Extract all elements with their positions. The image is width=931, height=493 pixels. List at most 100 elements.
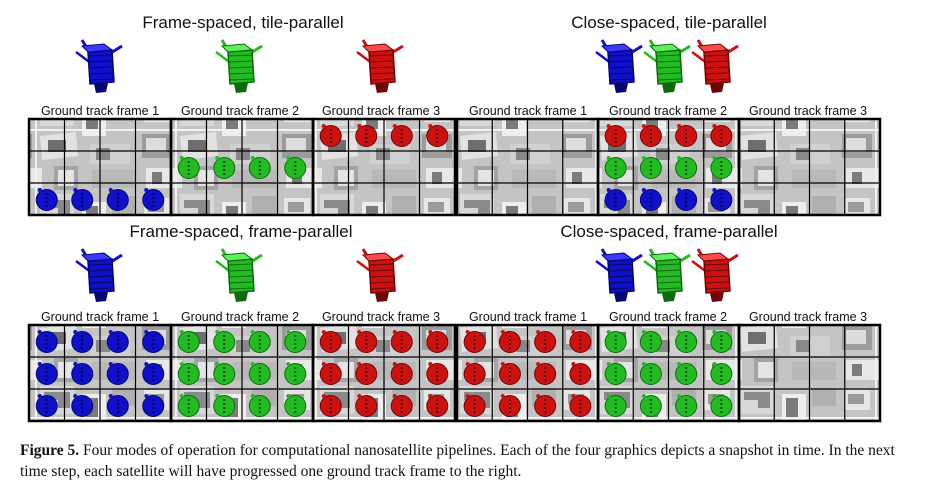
red-satellite-footprint xyxy=(710,124,733,147)
ground-track-frame-3 xyxy=(311,117,457,217)
frame-label-3: Ground track frame 3 xyxy=(322,310,440,324)
caption-text: Four modes of operation for computationa… xyxy=(20,442,895,480)
green-satellite-footprint xyxy=(604,330,627,353)
green-satellite-footprint xyxy=(639,362,662,385)
red-satellite-footprint xyxy=(498,394,521,417)
green-satellite-footprint xyxy=(675,330,698,353)
red-satellite-footprint xyxy=(319,124,342,147)
blue-satellite-footprint xyxy=(106,394,129,417)
red-satellite-footprint xyxy=(390,362,413,385)
blue-satellite-footprint xyxy=(35,394,58,417)
ground-track-grid xyxy=(27,117,457,217)
satellite-red-icon xyxy=(356,39,404,93)
red-satellite-footprint xyxy=(426,124,449,147)
frame-label-2: Ground track frame 2 xyxy=(181,104,299,118)
green-satellite-footprint xyxy=(213,330,236,353)
satellite-green-icon xyxy=(643,39,691,93)
green-satellite-footprint xyxy=(675,156,698,179)
green-satellite-footprint xyxy=(284,330,307,353)
ground-track-frame-1 xyxy=(27,117,173,217)
green-satellite-footprint xyxy=(604,362,627,385)
satellite-green-icon xyxy=(215,248,263,302)
green-satellite-footprint xyxy=(248,330,271,353)
green-satellite-footprint xyxy=(177,394,200,417)
frame-label-2: Ground track frame 2 xyxy=(609,310,727,324)
green-satellite-footprint xyxy=(710,362,733,385)
red-satellite-footprint xyxy=(675,124,698,147)
blue-satellite-footprint xyxy=(71,188,94,211)
satellite-blue-icon xyxy=(595,248,643,302)
red-satellite-footprint xyxy=(390,394,413,417)
green-satellite-footprint xyxy=(675,394,698,417)
ground-track-frame-2 xyxy=(596,117,741,217)
red-satellite-footprint xyxy=(463,362,486,385)
frame-label-1: Ground track frame 1 xyxy=(469,104,587,118)
panel-title: Close-spaced, frame-parallel xyxy=(560,222,777,241)
satellite-blue-icon xyxy=(75,248,123,302)
blue-satellite-footprint xyxy=(675,188,698,211)
green-satellite-footprint xyxy=(213,362,236,385)
satellite-green-icon xyxy=(643,248,691,302)
red-satellite-footprint xyxy=(355,330,378,353)
blue-satellite-footprint xyxy=(71,362,94,385)
green-satellite-footprint xyxy=(710,394,733,417)
red-satellite-footprint xyxy=(534,394,557,417)
red-satellite-footprint xyxy=(355,394,378,417)
satellite-blue-icon xyxy=(75,39,123,93)
green-satellite-footprint xyxy=(177,330,200,353)
green-satellite-footprint xyxy=(710,330,733,353)
panel-title: Close-spaced, tile-parallel xyxy=(571,13,767,32)
ground-track-grid xyxy=(455,117,882,217)
frame-label-3: Ground track frame 3 xyxy=(749,104,867,118)
red-satellite-footprint xyxy=(604,124,627,147)
satellite-red-icon xyxy=(691,248,739,302)
blue-satellite-footprint xyxy=(71,394,94,417)
panel-title: Frame-spaced, tile-parallel xyxy=(142,13,343,32)
red-satellite-footprint xyxy=(569,362,592,385)
blue-satellite-footprint xyxy=(35,188,58,211)
green-satellite-footprint xyxy=(213,394,236,417)
satellite-blue-icon xyxy=(595,39,643,93)
green-satellite-footprint xyxy=(248,362,271,385)
frame-label-3: Ground track frame 3 xyxy=(322,104,440,118)
frame-label-1: Ground track frame 1 xyxy=(469,310,587,324)
blue-satellite-footprint xyxy=(710,188,733,211)
panel-close-spaced-frame-parallel: Close-spaced, frame-parallel Ground trac… xyxy=(455,222,882,423)
blue-satellite-footprint xyxy=(142,330,165,353)
blue-satellite-footprint xyxy=(106,362,129,385)
red-satellite-footprint xyxy=(426,330,449,353)
red-satellite-footprint xyxy=(319,394,342,417)
green-satellite-footprint xyxy=(177,156,200,179)
panel-frame-spaced-tile-parallel: Frame-spaced, tile-parallel Ground track… xyxy=(27,13,457,217)
ground-track-frame-3 xyxy=(737,323,882,423)
red-satellite-footprint xyxy=(534,362,557,385)
green-satellite-footprint xyxy=(675,362,698,385)
ground-track-frame-2 xyxy=(169,323,315,423)
red-satellite-footprint xyxy=(426,362,449,385)
red-satellite-footprint xyxy=(390,330,413,353)
green-satellite-footprint xyxy=(604,156,627,179)
ground-track-grid xyxy=(27,323,457,423)
red-satellite-footprint xyxy=(390,124,413,147)
blue-satellite-footprint xyxy=(71,330,94,353)
green-satellite-footprint xyxy=(639,330,662,353)
green-satellite-footprint xyxy=(284,362,307,385)
red-satellite-footprint xyxy=(319,362,342,385)
ground-track-frame-1 xyxy=(455,323,600,423)
frame-label-3: Ground track frame 3 xyxy=(749,310,867,324)
red-satellite-footprint xyxy=(463,394,486,417)
red-satellite-footprint xyxy=(498,330,521,353)
red-satellite-footprint xyxy=(319,330,342,353)
ground-track-frame-2 xyxy=(596,323,741,423)
red-satellite-footprint xyxy=(569,394,592,417)
red-satellite-footprint xyxy=(355,124,378,147)
blue-satellite-footprint xyxy=(639,188,662,211)
ground-track-frame-1 xyxy=(27,323,173,423)
frame-label-1: Ground track frame 1 xyxy=(41,310,159,324)
blue-satellite-footprint xyxy=(106,188,129,211)
panel-frame-spaced-frame-parallel: Frame-spaced, frame-parallel Ground trac… xyxy=(27,222,457,423)
blue-satellite-footprint xyxy=(106,330,129,353)
red-satellite-footprint xyxy=(355,362,378,385)
blue-satellite-footprint xyxy=(35,330,58,353)
